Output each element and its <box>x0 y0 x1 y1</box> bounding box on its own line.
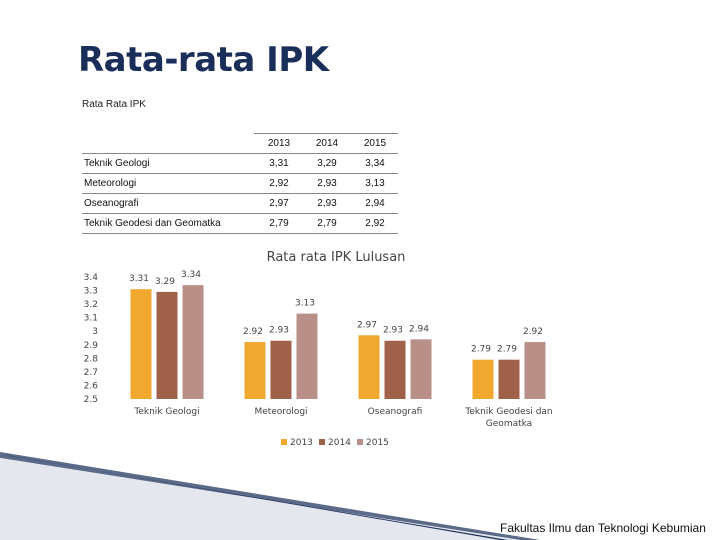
data-label: 2.97 <box>357 320 377 330</box>
bar-2013 <box>358 335 380 399</box>
table-cell: 2,93 <box>302 173 350 194</box>
bar-2013 <box>244 342 266 399</box>
bar-2015 <box>296 313 318 399</box>
bar-2014 <box>156 291 178 399</box>
category-label: Teknik Geodesi dan Geomatka <box>464 407 552 429</box>
y-tick-label: 3.2 <box>84 300 98 310</box>
footer-decoration <box>0 452 540 540</box>
table-cell: 2,97 <box>254 193 302 214</box>
data-label: 2.79 <box>497 345 517 355</box>
table-row-label: Teknik Geodesi dan Geomatka <box>82 213 254 234</box>
y-tick-label: 2.7 <box>84 368 98 378</box>
ipk-table: 2013 2014 2015 Teknik Geologi 3,31 3,29 … <box>82 133 398 234</box>
legend-swatch <box>319 439 325 445</box>
table-cell: 3,29 <box>302 153 350 174</box>
data-label: 2.92 <box>523 327 543 337</box>
table-row-label: Meteorologi <box>82 173 254 194</box>
table-cell: 2,94 <box>350 193 398 214</box>
bar-2015 <box>524 342 546 399</box>
ipk-bar-chart: Rata rata IPK Lulusan3.43.33.23.132.92.8… <box>84 250 553 448</box>
table-row-label: Teknik Geologi <box>82 153 254 174</box>
table-header-year: 2013 <box>254 133 302 154</box>
data-label: 2.92 <box>243 327 263 337</box>
y-tick-label: 2.9 <box>84 341 99 351</box>
table-cell: 2,93 <box>302 193 350 214</box>
table-header-blank <box>82 133 254 154</box>
bar-2014 <box>498 359 520 399</box>
category-label: Meteorologi <box>254 407 307 417</box>
table-cell: 2,79 <box>254 213 302 234</box>
y-tick-label: 3 <box>92 327 98 337</box>
table-caption: Rata Rata IPK <box>82 99 146 110</box>
bar-2015 <box>410 339 432 399</box>
table-row: Oseanografi 2,97 2,93 2,94 <box>82 193 398 214</box>
table-cell: 3,34 <box>350 153 398 174</box>
table-row: Teknik Geologi 3,31 3,29 3,34 <box>82 153 398 174</box>
y-tick-label: 2.6 <box>84 381 99 391</box>
table-cell: 2,79 <box>302 213 350 234</box>
table-row-label: Oseanografi <box>82 193 254 214</box>
data-label: 3.34 <box>181 270 201 280</box>
slide-title: Rata-rata IPK <box>78 40 329 80</box>
table-header-row: 2013 2014 2015 <box>82 133 398 154</box>
bar-2015 <box>182 285 204 399</box>
data-label: 3.13 <box>295 299 315 309</box>
category-label: Teknik Geologi <box>133 407 199 417</box>
data-label: 2.93 <box>269 326 289 336</box>
y-tick-label: 2.8 <box>84 354 99 364</box>
table-row: Teknik Geodesi dan Geomatka 2,79 2,79 2,… <box>82 213 398 234</box>
data-label: 2.93 <box>383 326 403 336</box>
bar-2013 <box>472 359 494 399</box>
data-label: 3.31 <box>129 274 149 284</box>
table-cell: 3,31 <box>254 153 302 174</box>
legend-label: 2014 <box>328 438 351 448</box>
chart-title: Rata rata IPK Lulusan <box>267 250 406 265</box>
y-tick-label: 3.3 <box>84 287 98 297</box>
bar-2014 <box>384 340 406 399</box>
table-header-year: 2015 <box>350 133 398 154</box>
bar-2013 <box>130 289 152 399</box>
table-cell: 2,92 <box>350 213 398 234</box>
y-tick-label: 3.4 <box>84 273 99 283</box>
footer-text: Fakultas Ilmu dan Teknologi Kebumian <box>500 521 706 535</box>
data-label: 3.29 <box>155 277 175 287</box>
y-tick-label: 2.5 <box>84 395 98 405</box>
table-row: Meteorologi 2,92 2,93 3,13 <box>82 173 398 194</box>
legend-label: 2015 <box>366 438 389 448</box>
table-header-year: 2014 <box>302 133 350 154</box>
bar-2014 <box>270 340 292 399</box>
category-label: Oseanografi <box>368 407 423 417</box>
legend-swatch <box>357 439 363 445</box>
legend-label: 2013 <box>290 438 313 448</box>
y-tick-label: 3.1 <box>84 314 98 324</box>
table-cell: 3,13 <box>350 173 398 194</box>
data-label: 2.94 <box>409 324 429 334</box>
legend-swatch <box>281 439 287 445</box>
data-label: 2.79 <box>471 345 491 355</box>
table-cell: 2,92 <box>254 173 302 194</box>
